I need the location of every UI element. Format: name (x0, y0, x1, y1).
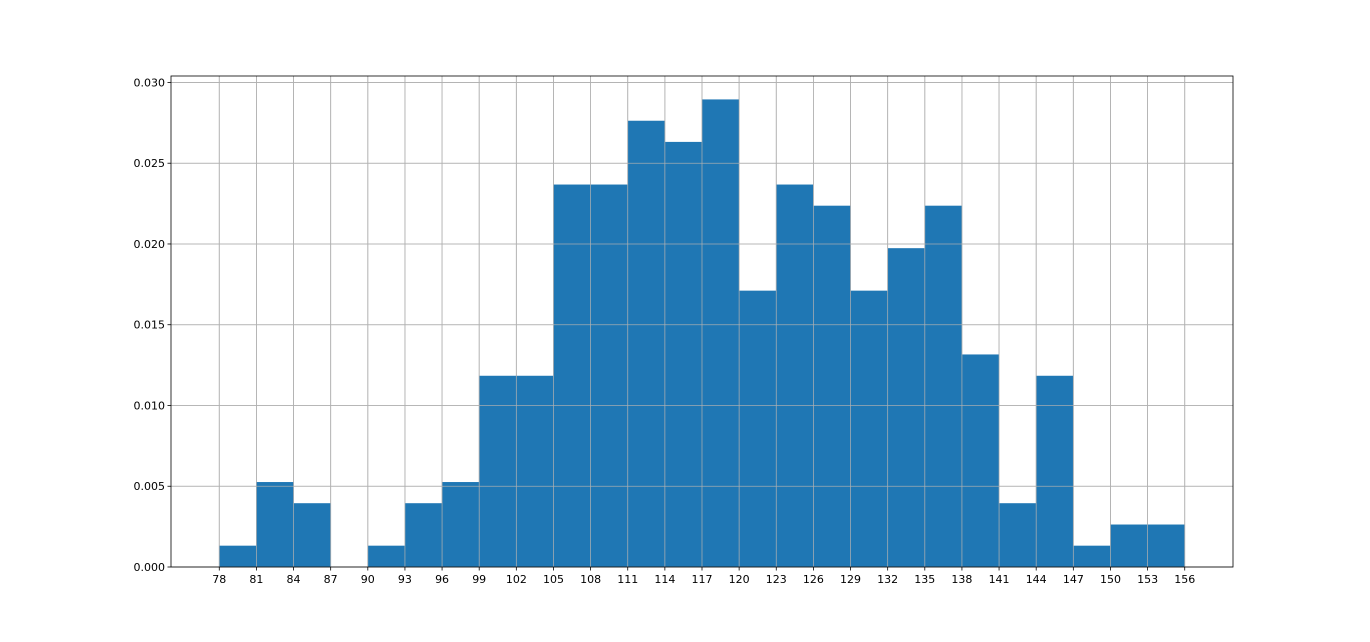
x-tick-label: 84 (287, 573, 301, 586)
histogram-bar (702, 99, 740, 568)
x-tick-label: 99 (472, 573, 486, 586)
histogram-bar (367, 545, 405, 567)
histogram-bar (1036, 375, 1074, 567)
x-tick-label: 132 (877, 573, 898, 586)
x-tick-label: 108 (580, 573, 601, 586)
histogram-bar (219, 545, 257, 567)
histogram-bar (850, 290, 888, 567)
y-tick-label: 0.015 (134, 319, 166, 332)
x-tick-label: 87 (324, 573, 338, 586)
histogram-bar (590, 184, 628, 567)
histogram-bar (516, 375, 554, 567)
y-tick-label: 0.000 (134, 561, 166, 574)
x-tick-label: 144 (1026, 573, 1047, 586)
x-tick-label: 90 (361, 573, 375, 586)
x-tick-label: 78 (212, 573, 226, 586)
histogram-bar (553, 184, 591, 567)
y-tick-label: 0.020 (134, 238, 166, 251)
histogram-bar (442, 482, 480, 567)
x-tick-label: 150 (1100, 573, 1121, 586)
histogram-bar (961, 354, 1000, 567)
grid-overlay (171, 76, 1233, 568)
y-tick-label: 0.025 (134, 157, 166, 170)
x-tick-label: 96 (435, 573, 449, 586)
histogram-bar (256, 482, 294, 567)
histogram-bar (479, 375, 517, 567)
histogram-bar (1073, 545, 1111, 567)
x-tick-label: 138 (951, 573, 972, 586)
histogram-bar (739, 290, 777, 567)
histogram-bar (627, 120, 665, 568)
x-tick-label: 135 (914, 573, 935, 586)
histogram-bar (924, 205, 962, 567)
x-tick-label: 141 (989, 573, 1010, 586)
histogram-bar (664, 141, 702, 567)
x-tick-label: 105 (543, 573, 564, 586)
histogram-bar (404, 503, 443, 567)
x-tick-label: 153 (1137, 573, 1158, 586)
histogram-bar (776, 184, 814, 567)
x-tick-label: 81 (249, 573, 263, 586)
y-tick-label: 0.005 (134, 480, 166, 493)
x-tick-label: 93 (398, 573, 412, 586)
x-tick-label: 111 (617, 573, 638, 586)
histogram-bar (813, 205, 851, 567)
x-tick-label: 126 (803, 573, 824, 586)
x-tick-label: 102 (506, 573, 527, 586)
x-tick-label: 156 (1174, 573, 1195, 586)
y-tick-label: 0.030 (134, 76, 166, 89)
x-tick-label: 114 (654, 573, 675, 586)
x-tick-label: 123 (766, 573, 787, 586)
x-tick-label: 147 (1063, 573, 1084, 586)
histogram-bar (887, 248, 925, 567)
histogram-bar (999, 503, 1037, 567)
histogram-bar (1147, 524, 1185, 567)
bar-layer (219, 99, 1185, 568)
y-tick-label: 0.010 (134, 399, 166, 412)
x-tick-label: 117 (692, 573, 713, 586)
tick-layer: 78 81 84 87 90 93 96 99 102 105 108 111 114 117 120 123… (134, 76, 1196, 586)
x-tick-label: 129 (840, 573, 861, 586)
histogram-bar (293, 503, 331, 567)
x-tick-label: 120 (729, 573, 750, 586)
histogram-bar (1110, 524, 1148, 567)
